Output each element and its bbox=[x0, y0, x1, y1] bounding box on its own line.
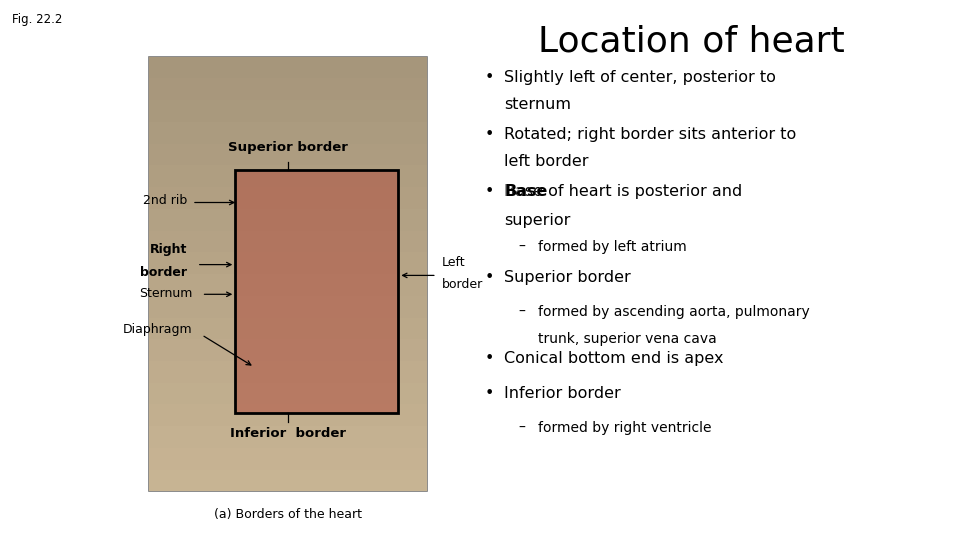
Text: sternum: sternum bbox=[504, 97, 571, 112]
Text: Base of heart is posterior and: Base of heart is posterior and bbox=[504, 184, 742, 199]
Bar bbox=[149, 361, 427, 383]
Bar bbox=[149, 144, 427, 165]
Bar bbox=[149, 404, 427, 426]
Bar bbox=[149, 100, 427, 122]
Text: Base: Base bbox=[504, 184, 547, 199]
Bar bbox=[149, 165, 427, 187]
Text: –: – bbox=[518, 421, 525, 435]
Bar bbox=[149, 426, 427, 448]
Bar bbox=[235, 170, 398, 413]
Text: Right: Right bbox=[150, 244, 187, 256]
Bar bbox=[149, 78, 427, 100]
Text: –: – bbox=[518, 305, 525, 319]
Text: trunk, superior vena cava: trunk, superior vena cava bbox=[538, 332, 716, 346]
Text: •: • bbox=[485, 70, 494, 85]
Text: border: border bbox=[140, 266, 187, 279]
Text: Superior border: Superior border bbox=[228, 141, 348, 154]
Bar bbox=[149, 57, 427, 78]
Text: Conical bottom end is apex: Conical bottom end is apex bbox=[504, 351, 724, 366]
Text: Inferior border: Inferior border bbox=[504, 386, 621, 401]
Bar bbox=[149, 470, 427, 491]
Bar bbox=[149, 231, 427, 252]
Bar bbox=[149, 209, 427, 231]
Text: Sternum: Sternum bbox=[138, 287, 192, 300]
Bar bbox=[149, 274, 427, 296]
Bar bbox=[149, 383, 427, 404]
Bar bbox=[149, 187, 427, 209]
Text: Base: Base bbox=[504, 184, 547, 199]
Text: Location of heart: Location of heart bbox=[538, 24, 845, 58]
Bar bbox=[149, 122, 427, 144]
Text: formed by ascending aorta, pulmonary: formed by ascending aorta, pulmonary bbox=[538, 305, 809, 319]
Text: formed by right ventricle: formed by right ventricle bbox=[538, 421, 711, 435]
Bar bbox=[149, 296, 427, 318]
Text: •: • bbox=[485, 351, 494, 366]
Text: •: • bbox=[485, 386, 494, 401]
Text: formed by left atrium: formed by left atrium bbox=[538, 240, 686, 254]
Text: Fig. 22.2: Fig. 22.2 bbox=[12, 14, 61, 26]
Text: border: border bbox=[442, 278, 483, 291]
Text: Inferior  border: Inferior border bbox=[230, 427, 346, 440]
Text: Rotated; right border sits anterior to: Rotated; right border sits anterior to bbox=[504, 127, 796, 142]
Bar bbox=[149, 318, 427, 339]
Text: 2nd rib: 2nd rib bbox=[143, 194, 187, 207]
Bar bbox=[149, 339, 427, 361]
Text: –: – bbox=[518, 240, 525, 254]
Bar bbox=[149, 448, 427, 470]
Bar bbox=[149, 252, 427, 274]
Text: •: • bbox=[485, 127, 494, 142]
Text: Superior border: Superior border bbox=[504, 270, 631, 285]
Text: Slightly left of center, posterior to: Slightly left of center, posterior to bbox=[504, 70, 776, 85]
Text: Diaphragm: Diaphragm bbox=[122, 323, 192, 336]
Text: left border: left border bbox=[504, 154, 588, 169]
Text: (a) Borders of the heart: (a) Borders of the heart bbox=[214, 508, 362, 521]
Text: superior: superior bbox=[504, 213, 570, 228]
Bar bbox=[149, 57, 427, 491]
Bar bbox=[235, 170, 398, 413]
Text: •: • bbox=[485, 184, 494, 199]
Text: •: • bbox=[485, 270, 494, 285]
Text: Left: Left bbox=[442, 256, 466, 269]
